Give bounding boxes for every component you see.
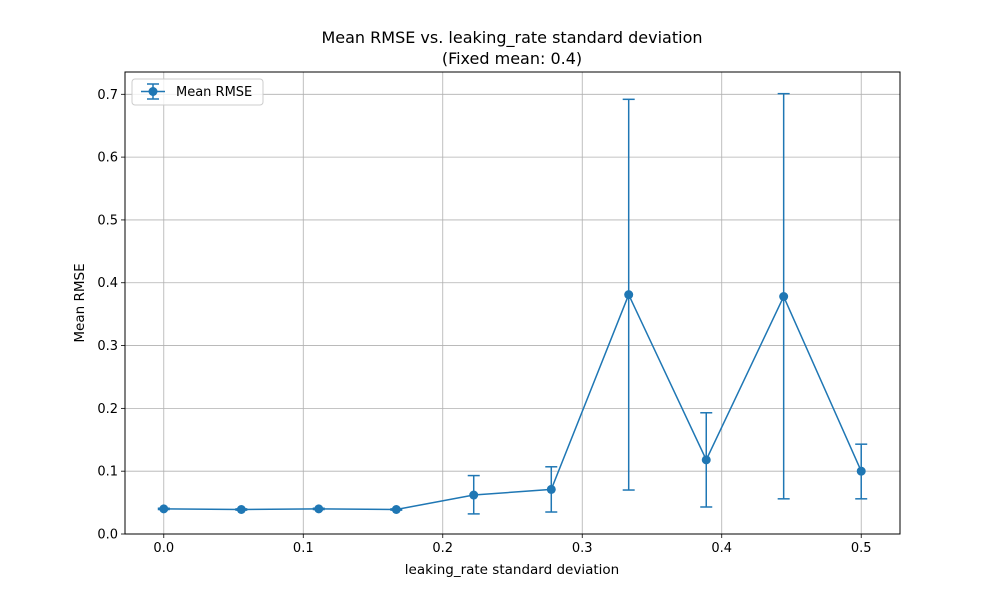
data-point xyxy=(779,292,789,302)
x-tick-label: 0.3 xyxy=(572,541,593,556)
x-tick-label: 0.0 xyxy=(153,541,174,556)
legend-frame xyxy=(131,78,264,106)
data-point xyxy=(159,504,169,514)
y-tick-label: 0.6 xyxy=(97,151,118,166)
x-tick-label: 0.5 xyxy=(851,541,872,556)
data-point xyxy=(236,505,246,515)
data-point xyxy=(624,290,634,300)
y-tick-label: 0.3 xyxy=(97,339,118,354)
x-tick-label: 0.2 xyxy=(432,541,453,556)
data-point xyxy=(314,504,324,514)
chart-subtitle: (Fixed mean: 0.4) xyxy=(442,49,582,68)
series-line xyxy=(163,292,862,511)
y-axis-label: Mean RMSE xyxy=(72,263,88,342)
y-tick-label: 0.0 xyxy=(97,528,118,543)
chart-title: Mean RMSE vs. leaking_rate standard devi… xyxy=(321,28,702,48)
y-tick-label: 0.1 xyxy=(97,465,118,480)
y-tick-label: 0.5 xyxy=(97,213,118,228)
y-tick-label: 0.7 xyxy=(97,88,118,103)
data-point xyxy=(856,466,866,476)
data-series xyxy=(157,92,868,515)
legend: Mean RMSE xyxy=(131,78,264,106)
axis-ticks: 0.0 0.1 0.2 0.3 0.4 0.5 0.0 0.1 0.2 0.3 0.4 0.5 0.6 0… xyxy=(97,88,871,556)
data-point xyxy=(391,505,401,515)
data-point xyxy=(546,484,556,494)
plot-area-frame xyxy=(124,71,901,535)
y-tick-label: 0.4 xyxy=(97,276,118,291)
data-point xyxy=(701,455,711,465)
x-tick-label: 0.4 xyxy=(711,541,732,556)
y-tick-label: 0.2 xyxy=(97,402,118,417)
legend-label: Mean RMSE xyxy=(176,85,252,100)
data-point xyxy=(469,490,479,500)
x-tick-label: 0.1 xyxy=(293,541,314,556)
legend-point-marker xyxy=(148,87,158,96)
grid-lines xyxy=(125,72,900,535)
x-axis-label: leaking_rate standard deviation xyxy=(405,562,619,578)
